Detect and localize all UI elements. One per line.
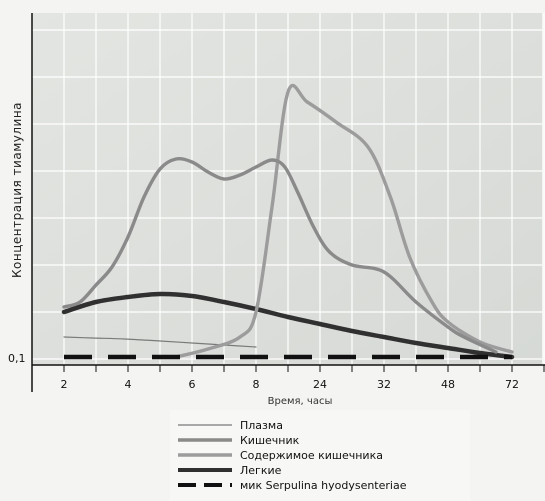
x-axis-label: Время, часы bbox=[268, 396, 333, 407]
grid bbox=[32, 13, 545, 365]
series-line-3 bbox=[61, 291, 515, 360]
series-lines bbox=[61, 83, 515, 360]
legend-label-4: мик Serpulina hyodysenteriae bbox=[240, 479, 407, 492]
x-tick-label-0: 2 bbox=[61, 378, 68, 391]
legend: Плазма Кишечник Содержимое кишечника Легкие… bbox=[178, 419, 407, 492]
x-tick-label-3: 8 bbox=[253, 378, 260, 391]
plot-background bbox=[32, 13, 542, 365]
x-tick-label-6: 48 bbox=[441, 378, 455, 391]
series-line-1 bbox=[62, 156, 498, 354]
y-tick-label-0: 0,1 bbox=[8, 352, 26, 365]
y-axis-label: Концентрация тиамулина bbox=[10, 102, 24, 278]
legend-label-0: Плазма bbox=[240, 419, 283, 432]
legend-label-2: Содержимое кишечника bbox=[240, 449, 383, 462]
x-tick-label-5: 32 bbox=[377, 378, 391, 391]
series-line-2 bbox=[174, 83, 514, 359]
legend-label-3: Легкие bbox=[240, 464, 282, 477]
legend-label-1: Кишечник bbox=[240, 434, 300, 447]
x-ticks: 2 4 6 8 24 32 48 72 bbox=[61, 365, 545, 391]
x-tick-label-4: 24 bbox=[313, 378, 327, 391]
x-tick-label-7: 72 bbox=[505, 378, 519, 391]
x-tick-label-2: 6 bbox=[189, 378, 196, 391]
x-tick-label-1: 4 bbox=[125, 378, 132, 391]
